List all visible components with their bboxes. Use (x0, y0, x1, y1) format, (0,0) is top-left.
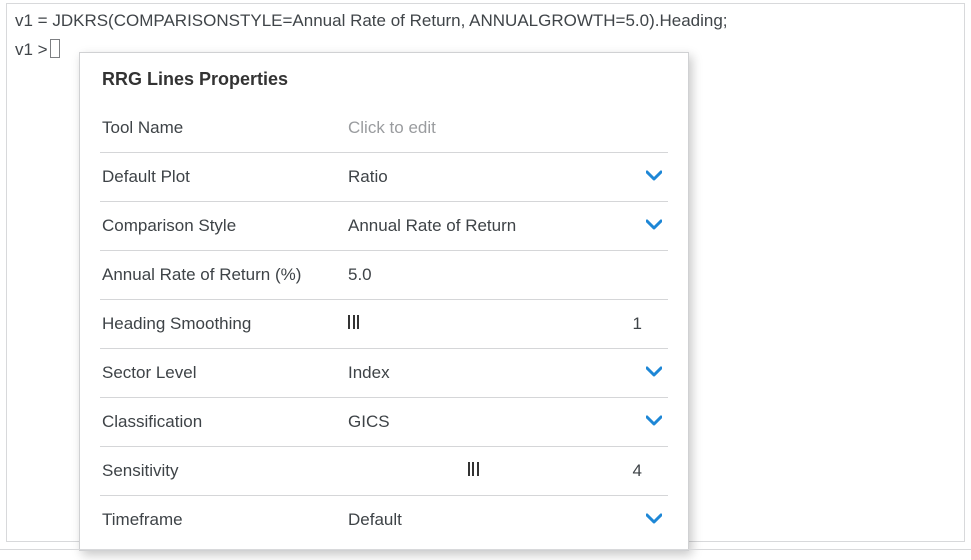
slider-heading-smoothing[interactable] (348, 300, 633, 348)
label-sensitivity: Sensitivity (100, 447, 348, 495)
popup-title: RRG Lines Properties (102, 69, 668, 90)
label-classification: Classification (100, 398, 348, 446)
slider-sensitivity[interactable] (348, 447, 633, 495)
chevron-down-icon[interactable] (646, 513, 662, 525)
label-sector-level: Sector Level (100, 349, 348, 397)
value-aror[interactable]: 5.0 (348, 251, 668, 299)
code-line-1: v1 = JDKRS(COMPARISONSTYLE=Annual Rate o… (15, 10, 956, 33)
value-timeframe: Default (348, 496, 633, 544)
label-default-plot: Default Plot (100, 153, 348, 201)
chevron-down-icon[interactable] (646, 415, 662, 427)
code-line-2-text: v1 > (15, 40, 48, 59)
value-heading-smoothing: 1 (633, 300, 668, 348)
value-sector-level: Index (348, 349, 633, 397)
text-cursor (50, 39, 60, 58)
row-timeframe[interactable]: Timeframe Default (100, 496, 668, 544)
value-comparison-style: Annual Rate of Return (348, 202, 633, 250)
divider (0, 549, 971, 550)
row-heading-smoothing[interactable]: Heading Smoothing 1 (100, 300, 668, 348)
label-tool-name: Tool Name (100, 104, 348, 152)
properties-popup: RRG Lines Properties Tool Name Click to … (79, 52, 689, 551)
label-timeframe: Timeframe (100, 496, 348, 544)
label-comparison-style: Comparison Style (100, 202, 348, 250)
row-comparison-style[interactable]: Comparison Style Annual Rate of Return (100, 202, 668, 250)
value-classification: GICS (348, 398, 633, 446)
properties-table: Tool Name Click to edit Default Plot Rat… (100, 104, 668, 544)
chevron-down-icon[interactable] (646, 170, 662, 182)
chevron-down-icon[interactable] (646, 219, 662, 231)
value-sensitivity: 4 (633, 447, 668, 495)
label-heading-smoothing: Heading Smoothing (100, 300, 348, 348)
value-default-plot: Ratio (348, 153, 633, 201)
app-frame: v1 = JDKRS(COMPARISONSTYLE=Annual Rate o… (0, 0, 971, 560)
slider-handle-icon[interactable] (348, 315, 360, 329)
row-tool-name[interactable]: Tool Name Click to edit (100, 104, 668, 152)
input-tool-name[interactable]: Click to edit (348, 104, 668, 152)
chevron-down-icon[interactable] (646, 366, 662, 378)
row-default-plot[interactable]: Default Plot Ratio (100, 153, 668, 201)
label-aror: Annual Rate of Return (%) (100, 251, 348, 299)
row-sector-level[interactable]: Sector Level Index (100, 349, 668, 397)
row-sensitivity[interactable]: Sensitivity 4 (100, 447, 668, 495)
slider-handle-icon[interactable] (468, 462, 480, 476)
row-classification[interactable]: Classification GICS (100, 398, 668, 446)
code-editor[interactable]: v1 = JDKRS(COMPARISONSTYLE=Annual Rate o… (6, 3, 965, 542)
row-aror[interactable]: Annual Rate of Return (%) 5.0 (100, 251, 668, 299)
